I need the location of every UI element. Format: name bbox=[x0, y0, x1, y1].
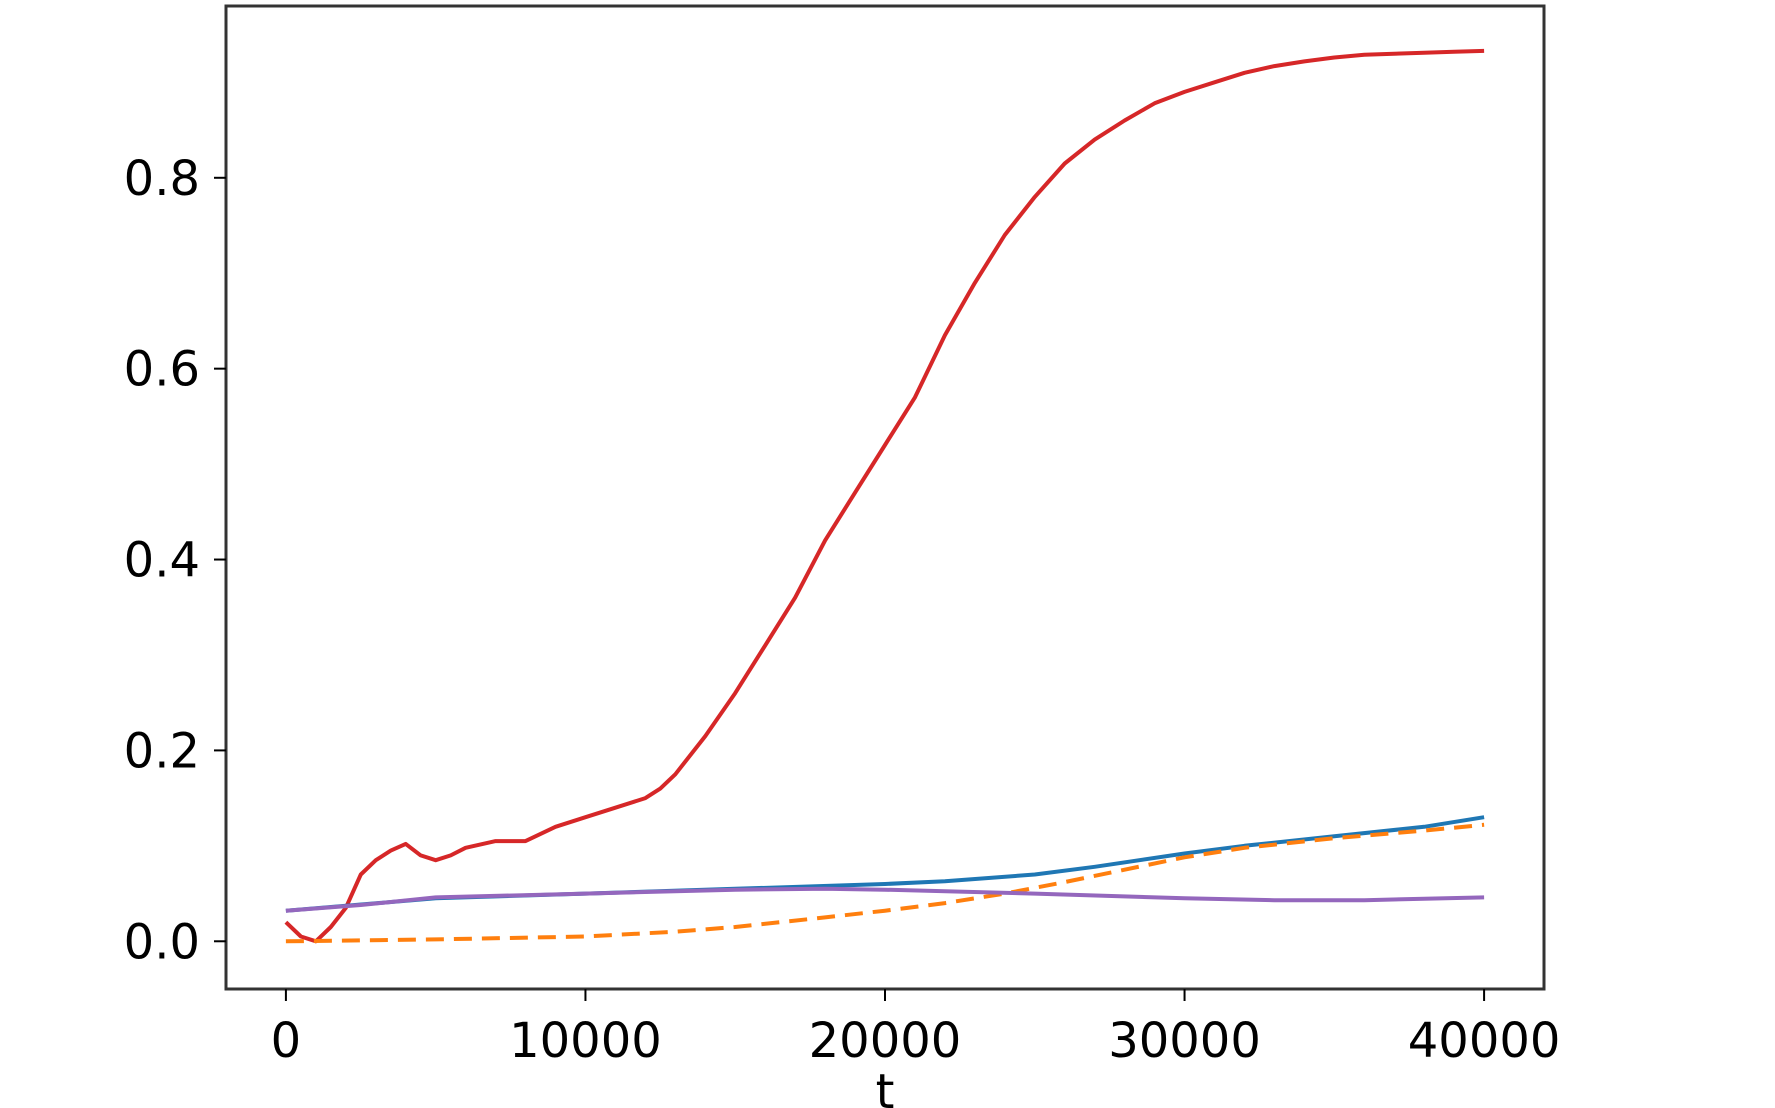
series-line-orange bbox=[285, 822, 1485, 944]
plot-frame bbox=[224, 4, 1546, 991]
ticks-layer: 0 10000 20000 30000 40000 0.0 0.2 0.4 0.6 0.8 bbox=[124, 151, 1561, 1069]
series-layer bbox=[284, 48, 1485, 944]
y-tick-label: 0.8 bbox=[124, 151, 200, 207]
y-tick-label: 0.4 bbox=[124, 533, 200, 589]
y-tick-label: 0.2 bbox=[124, 723, 200, 779]
x-tick-label: 20000 bbox=[809, 1013, 962, 1069]
series-line-red bbox=[284, 48, 1485, 944]
y-tick-label: 0.0 bbox=[124, 914, 200, 970]
x-tick-label: 40000 bbox=[1408, 1013, 1561, 1069]
y-tick-label: 0.6 bbox=[124, 342, 200, 398]
x-tick-label: 0 bbox=[271, 1013, 302, 1069]
x-axis-label: t bbox=[876, 1064, 895, 1108]
x-tick-label: 30000 bbox=[1108, 1013, 1261, 1069]
x-tick-label: 10000 bbox=[509, 1013, 662, 1069]
series-line-purple bbox=[285, 886, 1485, 913]
